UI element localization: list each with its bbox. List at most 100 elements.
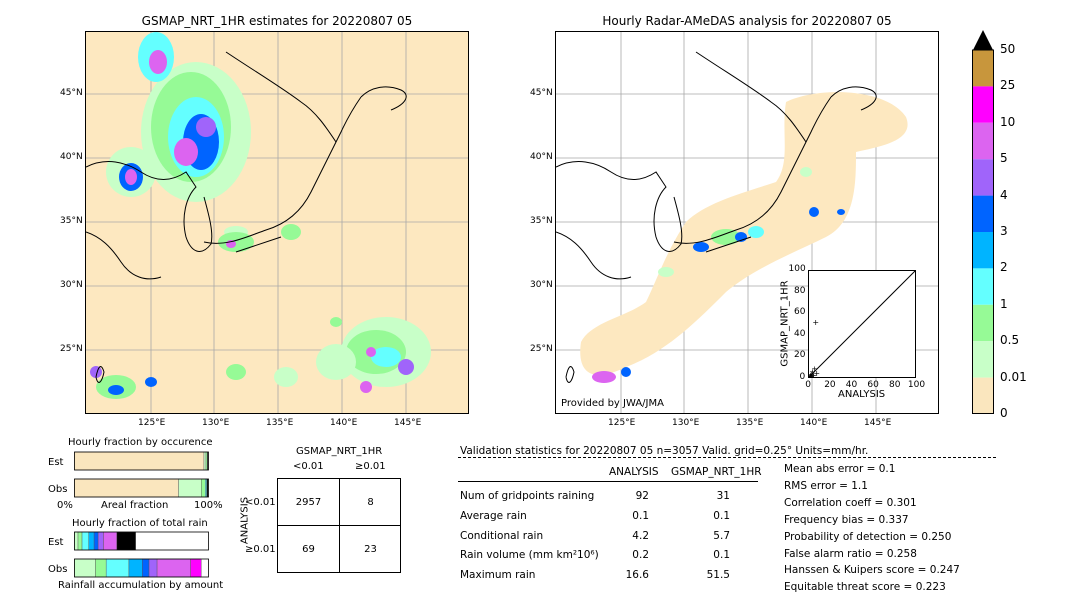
occ-est-segment-0 [74, 451, 205, 471]
rain-est-segment-3 [88, 531, 95, 551]
cont-row-0: <0.01 [245, 497, 276, 508]
scatter-xtick-2: 40 [845, 380, 858, 390]
scatter-ylabel: GSMAP_NRT_1HR [779, 280, 791, 367]
val-col-line [458, 481, 758, 482]
scatter-ytick-1: 20 [794, 350, 806, 361]
left-lat-30: 30°N [60, 280, 83, 290]
scatter-ytick-2: 40 [794, 328, 806, 339]
left-rain-field [90, 32, 431, 399]
occ-bars [74, 451, 209, 498]
colorbar-label-5: 3 [1000, 224, 1008, 238]
scatter-plot: ++++++++ ++ [807, 270, 916, 381]
rain-obs-segment-3 [128, 558, 143, 578]
rain-title: Hourly fraction of total rain [72, 518, 208, 529]
rain-label-obs: Obs [48, 564, 68, 575]
rain-est-segment-5 [97, 531, 104, 551]
rain-est-segment-2 [81, 531, 89, 551]
rain-obs-segment-4 [142, 558, 150, 578]
colorbar-label-8: 0.5 [1000, 333, 1020, 348]
colorbar-label-10: 0 [1000, 406, 1008, 420]
colorbar-swatch-9 [972, 377, 994, 414]
colorbar-swatch-2 [972, 122, 994, 160]
scatter-ytick-4: 80 [794, 285, 806, 296]
colorbar-swatch-0 [972, 50, 994, 87]
val-row-2-gsmap: 5.7 [713, 530, 730, 542]
identity-line [808, 270, 916, 378]
val-row-1-label: Average rain [460, 510, 527, 522]
val-row-0-label: Num of gridpoints raining [460, 490, 595, 502]
rain-est-segment-6 [103, 531, 118, 551]
colorbar-extend-arrow [973, 30, 993, 50]
val-row-3-gsmap: 0.1 [713, 549, 730, 561]
left-lat-45: 45°N [60, 88, 83, 98]
rain-label-est: Est [48, 537, 64, 548]
val-row-1-analysis: 0.1 [632, 510, 649, 522]
scatter-point-4: + [809, 371, 814, 377]
scatter-xlabel: ANALYSIS [838, 389, 886, 400]
left-lon-135: 135°E [266, 418, 294, 428]
occ-obs-segment-4 [206, 478, 209, 498]
colorbar-svg [972, 30, 994, 414]
colorbar-swatch-1 [972, 86, 994, 123]
right-lat-25: 25°N [530, 344, 553, 354]
val-row-1-gsmap: 0.1 [713, 510, 730, 522]
score-5: False alarm ratio = 0.258 [784, 548, 917, 560]
cont-cell-01: 8 [367, 497, 374, 508]
rain-obs-segment-5 [148, 558, 158, 578]
data-credit: Provided by JWA/JMA [561, 398, 664, 409]
cont-row-1: ≥0.01 [245, 544, 276, 555]
occ-est-segment-3 [207, 451, 209, 471]
colorbar [972, 30, 994, 414]
val-row-0-analysis: 92 [635, 490, 649, 502]
colorbar-label-7: 1 [1000, 296, 1008, 311]
occ-est-segment-2 [205, 451, 208, 471]
val-row-4-gsmap: 51.5 [706, 569, 730, 581]
rain-xlabel: Rainfall accumulation by amount [58, 580, 224, 591]
scatter-ytick-0: 0 [799, 372, 806, 382]
colorbar-label-4: 4 [1000, 187, 1008, 202]
rain-est-segment-1 [77, 531, 83, 551]
colorbar-swatch-4 [972, 195, 994, 232]
score-4: Probability of detection = 0.250 [784, 531, 952, 543]
occ-obs-segment-2 [201, 478, 206, 498]
rain-est-segment-7 [116, 531, 136, 551]
right-lon-145: 145°E [864, 418, 892, 428]
scatter-point-3: + [809, 370, 815, 377]
scatter-xtick-0: 0 [805, 380, 812, 390]
scatter-point-9: + [809, 371, 816, 377]
rain-obs-segment-2 [105, 558, 130, 578]
colorbar-swatch-7 [972, 304, 994, 342]
colorbar-swatch-5 [972, 232, 994, 269]
left-map-title: GSMAP_NRT_1HR estimates for 20220807 05 [141, 14, 413, 28]
colorbar-label-0: 50 [1000, 42, 1016, 56]
score-3: Frequency bias = 0.337 [784, 514, 909, 526]
colorbar-label-3: 5 [1000, 151, 1008, 166]
scatter-point-7: + [809, 372, 814, 377]
val-row-4-label: Maximum rain [460, 569, 536, 581]
cont-cell-00: 2957 [295, 497, 322, 508]
occ-label-est: Est [48, 457, 64, 468]
left-lon-140: 140°E [330, 418, 358, 428]
score-1: RMS error = 1.1 [784, 480, 868, 492]
rain-obs-segment-1 [95, 558, 107, 578]
cont-col-1: ≥0.01 [355, 461, 386, 472]
scatter-point-6: + [809, 372, 815, 377]
colorbar-label-1: 25 [1000, 78, 1016, 93]
right-lat-45: 45°N [530, 88, 553, 98]
val-row-3-analysis: 0.2 [632, 549, 649, 561]
right-lon-140: 140°E [800, 418, 828, 428]
cont-cell-10: 69 [302, 544, 315, 555]
rain-obs-segment-0 [74, 558, 96, 578]
colorbar-label-2: 10 [1000, 114, 1016, 129]
left-lon-130: 130°E [202, 418, 230, 428]
colorbar-swatch-3 [972, 159, 994, 196]
left-map-canvas [85, 32, 468, 413]
validation-header: Validation statistics for 20220807 05 n=… [460, 445, 869, 457]
scatter-point-5: + [810, 371, 817, 377]
cont-title: GSMAP_NRT_1HR [296, 446, 383, 457]
colorbar-swatch-6 [972, 268, 994, 305]
score-6: Hanssen & Kuipers score = 0.247 [784, 564, 960, 576]
right-lon-130: 130°E [672, 418, 700, 428]
scatter-xtick-1: 20 [824, 380, 836, 390]
scatter-ytick-3: 60 [794, 307, 806, 318]
